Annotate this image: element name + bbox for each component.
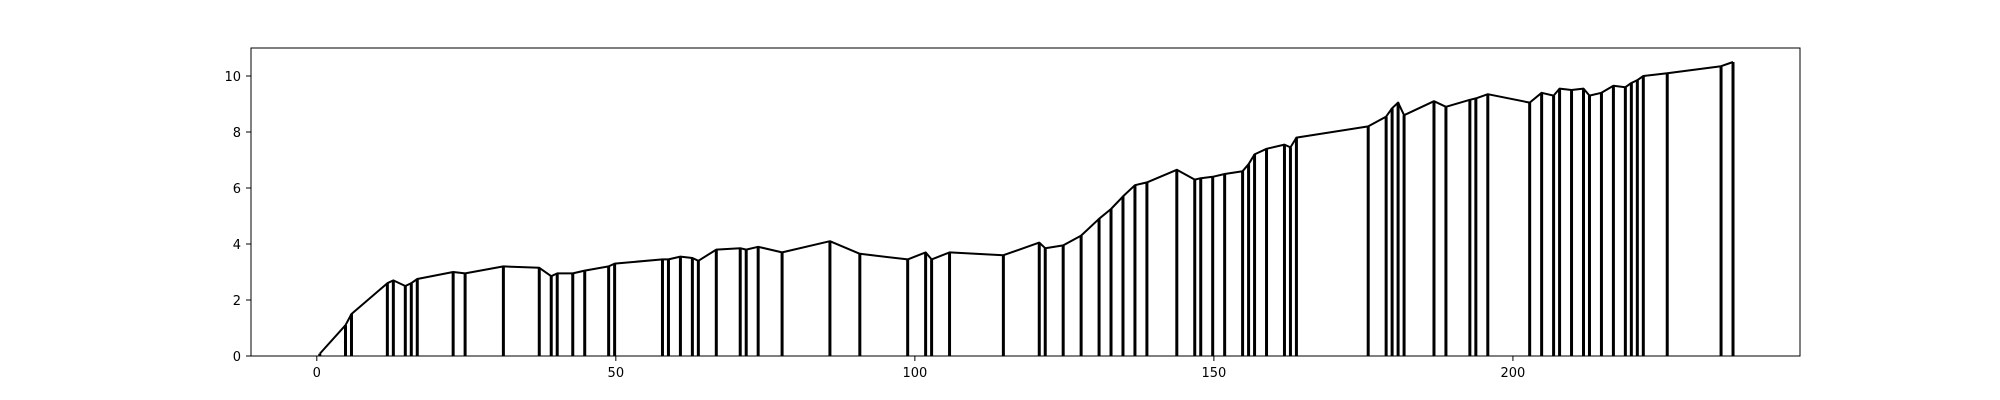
y-axis: 0 2 4 6 8 10 bbox=[224, 70, 251, 365]
y-tick-label: 6 bbox=[233, 182, 241, 197]
x-axis: 0 50 100 150 200 bbox=[313, 356, 1526, 381]
axes-frame bbox=[250, 47, 1801, 357]
x-tick-label: 200 bbox=[1501, 366, 1526, 381]
x-tick-label: 50 bbox=[608, 366, 625, 381]
y-tick-label: 10 bbox=[224, 70, 241, 85]
y-tick-label: 2 bbox=[233, 294, 241, 309]
x-tick-label: 100 bbox=[902, 366, 927, 381]
series-line bbox=[319, 61, 1734, 355]
x-tick-label: 150 bbox=[1201, 366, 1226, 381]
x-tick-label: 0 bbox=[313, 366, 321, 381]
plot-area bbox=[318, 61, 1735, 356]
y-tick-label: 8 bbox=[233, 126, 241, 141]
y-tick-label: 4 bbox=[233, 238, 241, 253]
y-tick-label: 0 bbox=[233, 350, 241, 365]
